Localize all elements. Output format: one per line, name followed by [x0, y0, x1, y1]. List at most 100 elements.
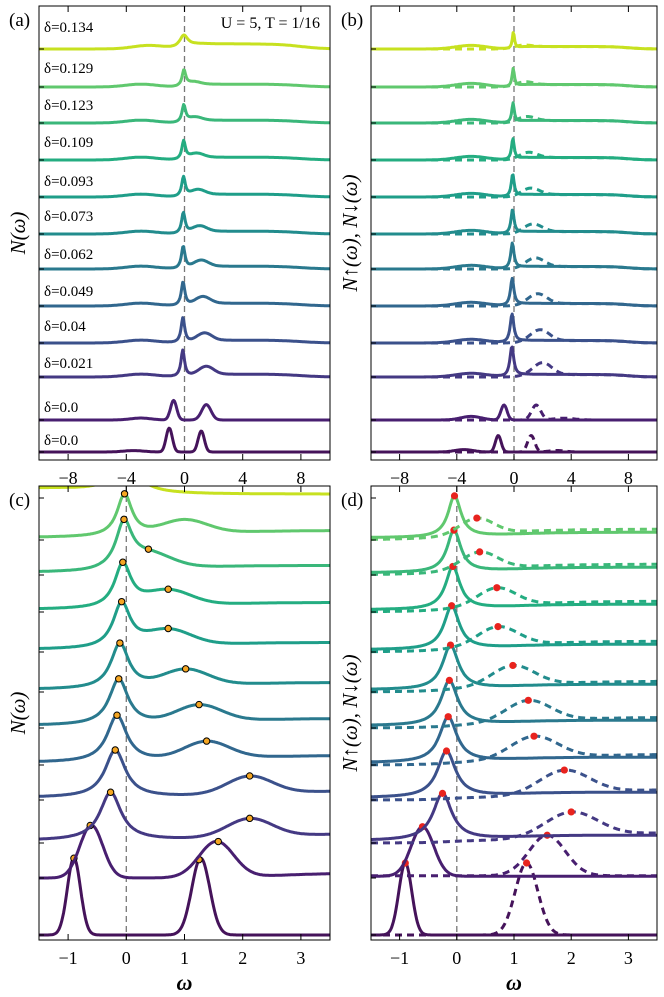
series-total-3: [39, 748, 330, 798]
parameter-annotation: U = 5, T = 1/16: [221, 15, 320, 32]
series-total-9: [39, 103, 330, 125]
upper-peak-marker-2: [245, 814, 254, 823]
upper-peak-marker-3: [560, 766, 568, 774]
upper-peak-marker-9: [144, 545, 153, 553]
doping-label-6: δ=0.073: [44, 209, 93, 225]
x-tick-label: −1: [390, 948, 409, 968]
x-tick-label: 0: [510, 468, 519, 488]
x-tick-label: −4: [447, 468, 466, 488]
upper-peak-marker-7: [164, 624, 172, 633]
series-total-5: [39, 677, 330, 726]
series-down-8: [371, 586, 657, 614]
series-total-4: [39, 280, 330, 308]
x-tick-label: 1: [510, 948, 519, 968]
series-down-9: [371, 550, 657, 576]
series-up-9: [371, 101, 657, 125]
lower-peak-marker-5: [445, 676, 453, 684]
doping-label-4: δ=0.049: [44, 284, 93, 300]
series-up-7: [371, 604, 657, 651]
upper-peak-marker-7: [494, 622, 502, 631]
series-up-0: [371, 434, 657, 454]
series-up-5: [371, 241, 657, 271]
upper-peak-marker-1: [214, 837, 222, 846]
x-tick-label: 4: [567, 468, 576, 488]
panel-d: −1 0 1 2 3 (d) N↑(ω), N↓(ω) ω: [338, 485, 658, 995]
doping-label-10: δ=0.129: [44, 61, 93, 77]
series-total-8: [39, 560, 330, 611]
upper-peak-marker-8: [493, 584, 501, 592]
lower-peak-marker-2: [106, 788, 115, 796]
x-tick-label: 3: [624, 948, 633, 968]
y-axis-label: N↑(ω), N↓(ω): [338, 654, 362, 772]
doping-label-3: δ=0.04: [44, 319, 86, 335]
lower-peak-marker-4: [444, 713, 452, 721]
series-down-7: [371, 625, 657, 654]
series-total-3: [39, 316, 330, 345]
doping-label-5: δ=0.062: [44, 247, 93, 263]
doping-label-11: δ=0.134: [44, 20, 94, 36]
x-tick-label: 8: [624, 468, 633, 488]
upper-peak-marker-9: [476, 548, 484, 556]
doping-label-2: δ=0.021: [44, 356, 93, 372]
x-tick-label: 3: [296, 948, 305, 968]
lower-peak-marker-10: [450, 492, 459, 500]
series-up-3: [371, 312, 657, 345]
series-total-8: [39, 138, 330, 162]
x-axis-label: ω: [506, 970, 522, 995]
series-total-2: [39, 790, 330, 841]
x-tick-label: −1: [59, 948, 78, 968]
series-up-10: [371, 66, 657, 89]
series-up-0: [371, 861, 657, 937]
upper-peak-marker-10: [473, 514, 481, 522]
series-up-2: [371, 345, 657, 379]
x-tick-label: 0: [122, 948, 131, 968]
upper-peak-marker-0: [522, 859, 531, 867]
series-up-2: [371, 791, 657, 841]
panel-b: −8 −4 0 4 8 (b) N↑(ω), N↓(ω): [338, 5, 658, 488]
series-up-4: [371, 276, 657, 308]
upper-peak-marker-4: [202, 737, 211, 745]
x-tick-label: 2: [567, 948, 576, 968]
lower-peak-marker-8: [119, 558, 127, 566]
series-down-4: [371, 734, 657, 767]
series-total-1: [39, 398, 330, 422]
upper-peak-marker-6: [181, 665, 190, 673]
series-up-1: [371, 403, 657, 422]
series-total-7: [39, 174, 330, 199]
series-up-9: [371, 528, 657, 574]
plot-area: [371, 6, 657, 460]
x-tick-label: −4: [117, 468, 136, 488]
x-tick-label: 0: [180, 468, 189, 488]
series-total-0: [39, 856, 330, 937]
series-down-5: [371, 698, 657, 730]
series-up-7: [371, 173, 657, 199]
series-total-9: [39, 517, 330, 573]
lower-peak-marker-3: [111, 746, 119, 754]
panel-label: (b): [341, 10, 363, 31]
series-up-3: [371, 749, 657, 799]
series-up-8: [371, 137, 657, 162]
series-total-4: [39, 713, 330, 763]
panel-a: −8 −4 0 4 8 (a) N(ω) δ=0.0 δ=0.0 δ=0.021 δ=0.04 δ=0…: [6, 5, 331, 488]
series-up-6: [371, 208, 657, 236]
series-total-11: [39, 33, 330, 51]
series-up-10: [371, 494, 657, 539]
x-tick-label: 1: [180, 948, 189, 968]
axes-frame: [370, 485, 658, 941]
series-up-8: [371, 565, 657, 611]
doping-label-1: δ=0.0: [44, 400, 78, 416]
lower-peak-marker-10: [120, 490, 129, 498]
series-total-5: [39, 245, 330, 271]
lower-peak-marker-2: [438, 789, 447, 797]
plot-area: [39, 6, 330, 460]
plot-area: [371, 486, 657, 940]
panel-label: (a): [9, 10, 30, 31]
series-down-10: [371, 516, 657, 541]
upper-peak-marker-2: [567, 808, 575, 816]
upper-peak-marker-3: [245, 772, 254, 780]
x-tick-label: 2: [238, 948, 247, 968]
panel-label: (c): [9, 490, 30, 511]
upper-peak-marker-6: [509, 661, 517, 670]
lower-peak-marker-6: [116, 639, 124, 647]
upper-peak-marker-8: [164, 585, 172, 593]
